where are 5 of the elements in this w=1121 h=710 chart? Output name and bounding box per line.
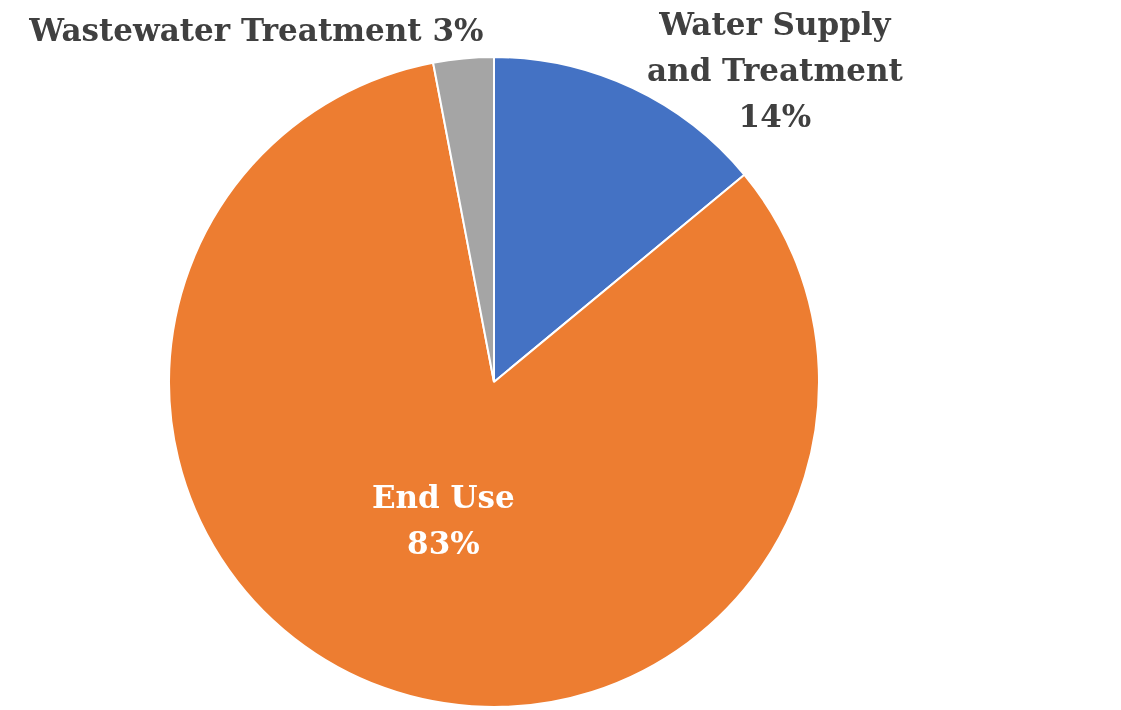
data-label: 83% <box>407 524 480 561</box>
slice-label: Water Supply and Treatment <box>647 6 904 89</box>
slice-label: Wastewater Treatment 3% <box>28 12 484 49</box>
data-label: 14% <box>738 98 812 135</box>
slice-label: End Use <box>371 478 515 515</box>
